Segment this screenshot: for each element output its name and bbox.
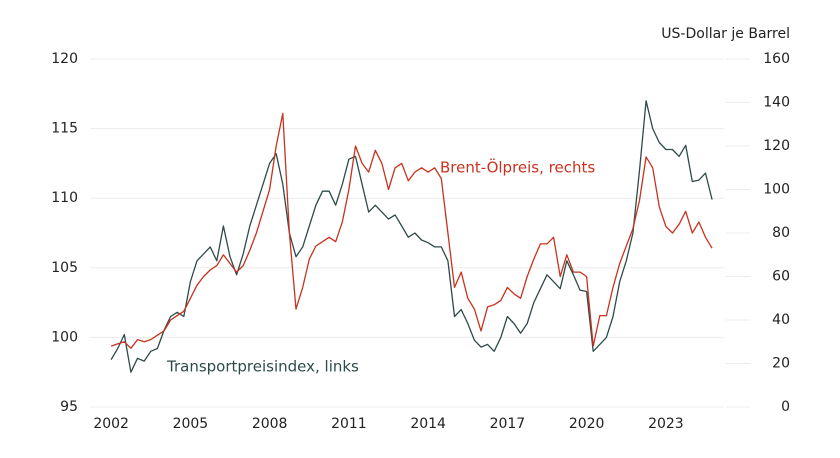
y2-tick-label: 0	[781, 399, 790, 415]
y2-tick-label: 100	[763, 182, 790, 198]
annotation: Brent-Ölpreis, rechts	[440, 158, 595, 177]
x-tick-label: 2014	[410, 416, 446, 432]
y-tick-label: 100	[51, 329, 78, 345]
y2-tick-label: 60	[772, 269, 790, 285]
annotation: Transportpreisindex, links	[166, 358, 359, 376]
x-tick-label: 2008	[252, 416, 288, 432]
x-tick-label: 2023	[648, 416, 684, 432]
y2-axis-label: US-Dollar je Barrel	[661, 26, 790, 42]
y-tick-label: 110	[51, 190, 78, 206]
series-line	[110, 112, 713, 349]
y2-tick-label: 160	[763, 51, 790, 67]
y2-tick-label: 140	[763, 95, 790, 111]
x-tick-label: 2017	[490, 416, 526, 432]
y2-tick-label: 40	[772, 312, 790, 328]
x-tick-label: 2011	[331, 416, 367, 432]
x-tick-label: 2002	[93, 416, 129, 432]
y-tick-label: 105	[51, 260, 78, 276]
y2-tick-label: 120	[763, 138, 790, 154]
y-tick-label: 95	[60, 399, 78, 415]
series-line	[110, 100, 713, 373]
x-tick-label: 2005	[173, 416, 209, 432]
y-tick-label: 120	[51, 51, 78, 67]
y-tick-label: 115	[51, 121, 78, 137]
y2-tick-label: 80	[772, 225, 790, 241]
x-tick-label: 2020	[569, 416, 605, 432]
y2-tick-label: 20	[772, 356, 790, 372]
